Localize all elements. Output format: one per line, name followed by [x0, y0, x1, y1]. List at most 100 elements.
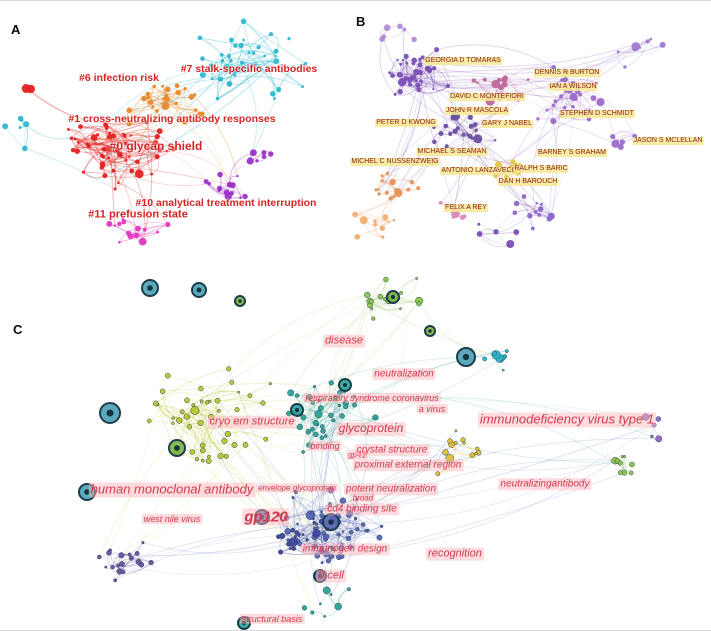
- network-edge: [147, 96, 197, 111]
- network-node: [343, 403, 349, 410]
- network-edge: [399, 26, 415, 40]
- network-node: [477, 222, 481, 226]
- network-node: [141, 541, 145, 545]
- network-edge: [337, 521, 383, 532]
- network-node: [385, 171, 390, 176]
- network-edge: [564, 79, 578, 112]
- network-edge: [265, 438, 304, 453]
- network-node: [199, 71, 206, 78]
- network-node: [128, 555, 134, 561]
- network-node: [293, 489, 298, 495]
- network-node: [113, 224, 117, 227]
- network-node: [122, 132, 125, 136]
- network-node: [134, 169, 144, 179]
- network-edge: [243, 39, 306, 66]
- network-edge: [332, 404, 355, 421]
- network-node: [617, 470, 623, 475]
- network-edge: [292, 497, 331, 508]
- network-node: [496, 77, 502, 83]
- network-node: [452, 128, 458, 134]
- network-node: [156, 230, 160, 234]
- network-edge: [413, 63, 449, 87]
- network-node: [594, 81, 598, 85]
- network-node: [352, 506, 356, 510]
- network-edge: [409, 79, 449, 87]
- network-node: [376, 534, 383, 541]
- network-node: [273, 48, 279, 54]
- network-edge: [516, 202, 550, 220]
- network-edge: [236, 279, 387, 410]
- network-edge: [617, 44, 664, 53]
- network-edge: [297, 523, 343, 545]
- network-edge: [157, 403, 235, 446]
- network-node: [217, 76, 224, 82]
- network-edge: [122, 133, 158, 138]
- network-node: [649, 37, 653, 41]
- network-edge: [624, 40, 649, 68]
- network-edge: [391, 74, 422, 82]
- network-edge: [453, 134, 465, 208]
- network-edge: [325, 435, 473, 466]
- network-node: [192, 117, 197, 123]
- network-node: [254, 63, 257, 67]
- network-node: [226, 366, 232, 372]
- network-node: [346, 512, 352, 518]
- network-hub-core: [147, 285, 153, 291]
- network-node: [452, 115, 457, 120]
- network-edge: [200, 382, 316, 390]
- network-node: [384, 190, 389, 195]
- network-node: [393, 92, 397, 96]
- network-edge: [202, 420, 317, 451]
- network-node: [194, 457, 199, 462]
- network-edge: [211, 39, 232, 80]
- network-node: [388, 196, 393, 201]
- network-edge: [104, 60, 277, 177]
- network-node: [476, 231, 483, 237]
- network-edge: [220, 75, 303, 87]
- network-node: [327, 486, 335, 494]
- network-node: [467, 114, 473, 120]
- network-node: [117, 181, 120, 185]
- network-node: [143, 227, 147, 232]
- network-node: [310, 400, 315, 405]
- network-node: [242, 193, 248, 200]
- network-node: [220, 59, 225, 63]
- network-node: [102, 147, 108, 152]
- network-edge: [330, 514, 350, 595]
- network-node: [559, 94, 564, 99]
- network-node: [154, 134, 160, 140]
- network-edge: [128, 118, 195, 125]
- network-node: [317, 398, 321, 402]
- network-node: [409, 179, 415, 185]
- network-node: [500, 359, 503, 363]
- network-node: [394, 187, 401, 194]
- network-node: [333, 395, 339, 401]
- network-edge: [651, 418, 659, 437]
- network-edge: [308, 396, 621, 464]
- network-edge: [114, 523, 298, 581]
- network-node: [205, 458, 212, 464]
- network-edge: [325, 435, 358, 500]
- network-node: [560, 78, 565, 83]
- network-node: [2, 123, 9, 130]
- network-edge: [503, 79, 554, 106]
- network-node: [227, 56, 231, 59]
- network-node: [106, 550, 112, 556]
- network-edge: [320, 407, 376, 421]
- network-edge: [109, 147, 116, 190]
- network-node: [550, 118, 557, 125]
- panel-a-edges: [4, 20, 307, 243]
- network-edge: [121, 444, 246, 556]
- network-edge: [192, 390, 240, 406]
- network-node: [380, 524, 384, 528]
- network-node: [242, 441, 249, 448]
- network-node: [318, 548, 325, 554]
- network-node: [496, 162, 503, 168]
- network-edge: [128, 101, 151, 125]
- network-edge: [184, 88, 200, 115]
- network-node: [227, 53, 231, 58]
- network-edge: [389, 62, 407, 74]
- network-hub-core: [428, 329, 432, 333]
- network-node: [399, 291, 403, 295]
